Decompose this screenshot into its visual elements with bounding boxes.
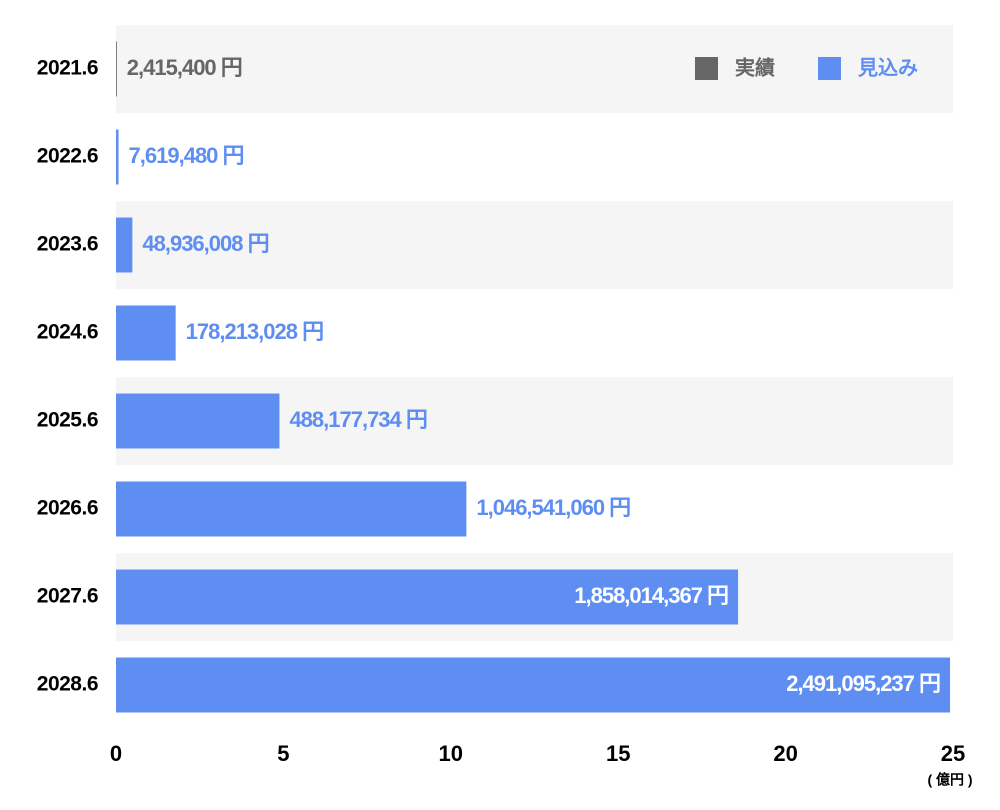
row-background — [116, 25, 953, 113]
y-tick-label: 2021.6 — [37, 57, 98, 80]
value-label: 1,858,014,367 円 — [574, 583, 728, 608]
y-tick-label: 2025.6 — [37, 409, 98, 432]
x-tick-label: 20 — [773, 741, 797, 766]
x-tick-label: 10 — [439, 741, 463, 766]
row-background — [116, 113, 953, 201]
legend-swatch — [818, 57, 841, 80]
legend-label: 実績 — [735, 55, 775, 79]
bar — [116, 41, 117, 97]
value-label: 178,213,028 円 — [186, 319, 323, 344]
legend-label: 見込み — [858, 56, 918, 79]
value-label: 2,415,400 円 — [127, 55, 242, 80]
bar — [116, 481, 467, 537]
value-label: 48,936,008 円 — [142, 231, 268, 256]
bar — [116, 217, 133, 273]
y-tick-label: 2024.6 — [37, 321, 98, 344]
y-tick-label: 2028.6 — [37, 673, 98, 696]
x-axis-unit: ( 億円 ) — [927, 772, 972, 788]
x-tick-label: 0 — [110, 741, 122, 766]
bar — [116, 305, 176, 361]
row-background — [116, 201, 953, 289]
value-label: 2,491,095,237 円 — [786, 671, 940, 696]
value-label: 1,046,541,060 円 — [476, 495, 630, 520]
bar — [116, 657, 951, 713]
x-tick-label: 5 — [277, 741, 289, 766]
value-label: 7,619,480 円 — [129, 143, 244, 168]
y-tick-label: 2023.6 — [37, 233, 98, 256]
y-tick-label: 2027.6 — [37, 585, 98, 608]
bar — [116, 569, 739, 625]
legend-swatch — [695, 57, 718, 80]
x-tick-label: 15 — [606, 741, 630, 766]
x-tick-label: 25 — [941, 741, 965, 766]
value-label: 488,177,734 円 — [289, 407, 426, 432]
y-tick-label: 2026.6 — [37, 497, 98, 520]
bar — [116, 129, 119, 185]
y-tick-label: 2022.6 — [37, 145, 98, 168]
bar — [116, 393, 280, 449]
row-background — [116, 289, 953, 377]
